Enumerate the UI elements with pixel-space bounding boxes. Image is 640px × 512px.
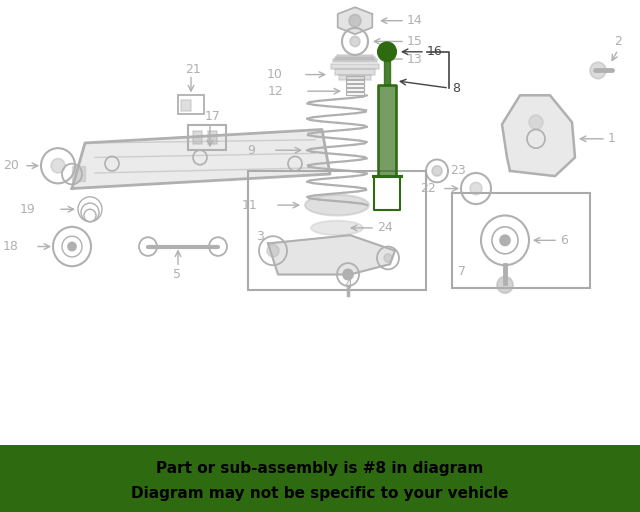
- Circle shape: [500, 235, 510, 246]
- Text: 3: 3: [256, 230, 264, 243]
- Bar: [181, 100, 191, 111]
- Bar: [346, 80, 364, 83]
- Polygon shape: [72, 130, 330, 188]
- Bar: [178, 95, 204, 114]
- Circle shape: [497, 276, 513, 293]
- Circle shape: [343, 269, 353, 280]
- Text: 23: 23: [450, 164, 466, 178]
- Circle shape: [267, 244, 279, 257]
- Text: 20: 20: [3, 159, 19, 172]
- Polygon shape: [268, 235, 395, 274]
- Text: 7: 7: [458, 265, 466, 278]
- Circle shape: [378, 42, 396, 61]
- Ellipse shape: [311, 221, 363, 235]
- Text: 24: 24: [377, 221, 393, 234]
- Bar: [188, 125, 226, 150]
- Bar: [346, 76, 364, 79]
- Polygon shape: [384, 50, 390, 85]
- Circle shape: [384, 254, 392, 262]
- Text: Part or sub-assembly is #8 in diagram: Part or sub-assembly is #8 in diagram: [156, 461, 484, 476]
- Bar: [452, 193, 590, 288]
- Bar: [333, 59, 377, 62]
- Bar: [337, 55, 373, 58]
- Polygon shape: [338, 7, 372, 34]
- Circle shape: [590, 62, 606, 79]
- Text: 4: 4: [344, 279, 352, 291]
- Text: 19: 19: [20, 203, 36, 216]
- Ellipse shape: [305, 195, 369, 216]
- Text: 5: 5: [173, 268, 181, 281]
- Polygon shape: [378, 85, 396, 176]
- Bar: [339, 75, 371, 80]
- Text: 6: 6: [560, 234, 568, 247]
- Text: 13: 13: [407, 53, 423, 66]
- Bar: [335, 70, 375, 75]
- Circle shape: [470, 182, 482, 195]
- Bar: [346, 88, 364, 91]
- Text: 1: 1: [608, 132, 616, 145]
- Text: 15: 15: [407, 35, 423, 48]
- Bar: [248, 171, 426, 290]
- Text: 18: 18: [3, 240, 19, 253]
- Polygon shape: [502, 95, 575, 176]
- Circle shape: [529, 115, 543, 130]
- Bar: [346, 92, 364, 95]
- Circle shape: [350, 36, 360, 47]
- Text: 16: 16: [427, 45, 443, 58]
- Text: 8: 8: [452, 81, 460, 95]
- Text: 12: 12: [268, 84, 283, 98]
- Text: 17: 17: [205, 110, 221, 122]
- Bar: [346, 84, 364, 87]
- Text: Diagram may not be specific to your vehicle: Diagram may not be specific to your vehi…: [131, 486, 509, 501]
- Text: 21: 21: [185, 63, 201, 76]
- Polygon shape: [72, 166, 85, 181]
- Text: 9: 9: [247, 144, 255, 157]
- Bar: [208, 131, 217, 144]
- Text: 11: 11: [241, 199, 257, 211]
- Circle shape: [432, 166, 442, 176]
- Text: 14: 14: [407, 14, 423, 27]
- Bar: [335, 57, 375, 60]
- Circle shape: [349, 14, 361, 27]
- Text: 10: 10: [267, 68, 283, 81]
- Bar: [331, 64, 379, 70]
- Bar: [193, 131, 202, 144]
- Circle shape: [68, 242, 76, 251]
- Text: 22: 22: [420, 182, 436, 195]
- Circle shape: [51, 159, 65, 173]
- Text: 2: 2: [614, 35, 622, 48]
